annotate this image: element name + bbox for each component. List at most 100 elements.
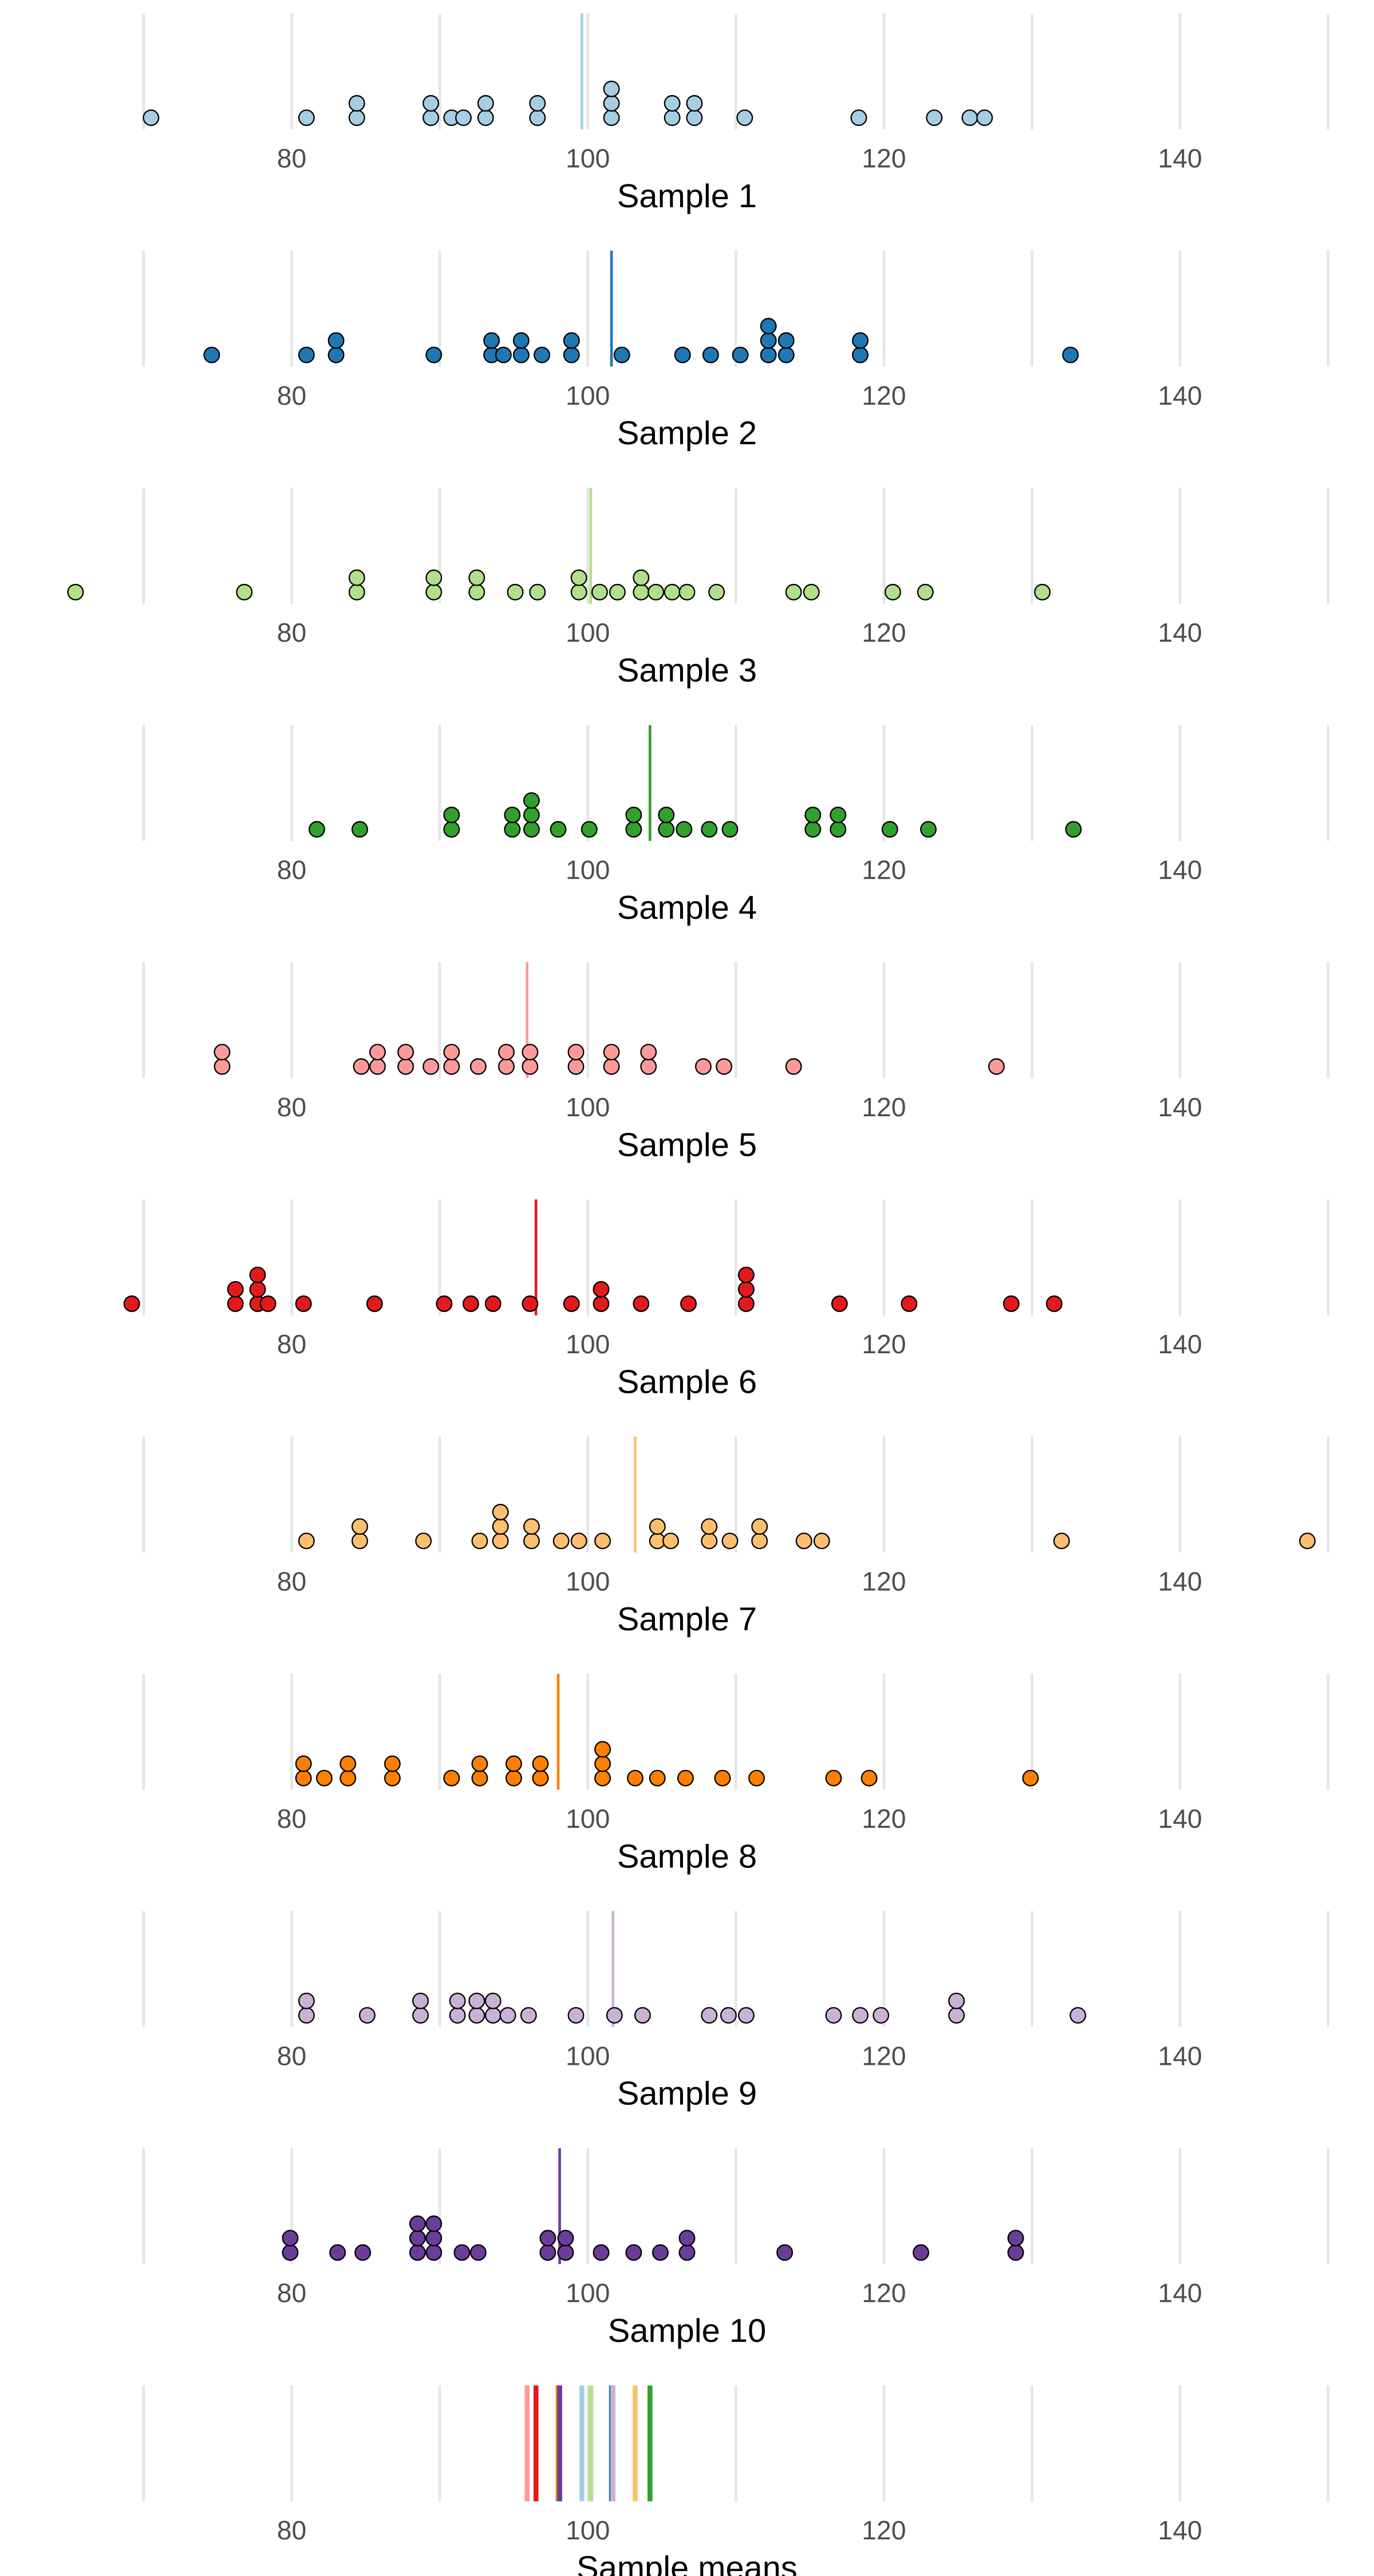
dot: [751, 1518, 768, 1535]
dot: [694, 1058, 712, 1075]
dot: [298, 1532, 315, 1550]
dot: [409, 2230, 426, 2247]
dot: [737, 1281, 755, 1298]
dot: [348, 95, 365, 112]
panel: 80 100 120 140 Sample 5: [142, 962, 1330, 1163]
dot: [354, 2244, 372, 2261]
dot: [633, 583, 650, 600]
panel: 80 100 120 140 Sample 7: [142, 1436, 1330, 1638]
x-tick-label: 140: [1158, 143, 1202, 173]
x-tick-label: 120: [862, 855, 906, 884]
dot: [1045, 1295, 1063, 1312]
dot: [594, 1769, 611, 1787]
dot: [449, 1992, 466, 2009]
dot: [484, 1992, 502, 2009]
dot: [412, 1992, 429, 2009]
dot: [593, 2244, 610, 2261]
dot: [123, 1295, 140, 1312]
x-tick-label: 100: [566, 855, 610, 884]
dot: [384, 1755, 401, 1772]
dot: [504, 807, 521, 824]
dot: [777, 346, 795, 364]
dot: [831, 1295, 848, 1312]
dot: [804, 807, 822, 824]
dot: [471, 1769, 488, 1787]
dot: [676, 821, 693, 838]
dot: [523, 1518, 540, 1535]
dot: [557, 2244, 574, 2261]
x-tick-label: 120: [862, 618, 906, 647]
dot: [720, 2007, 737, 2024]
panel: 80 100 120 140 Sample means: [142, 2385, 1330, 2576]
dot: [295, 1295, 312, 1312]
dot: [1002, 1295, 1020, 1312]
dot: [477, 109, 494, 127]
dot: [227, 1281, 244, 1298]
dot: [1065, 821, 1082, 838]
dot: [721, 821, 739, 838]
dot: [249, 1281, 266, 1298]
dot: [662, 1532, 680, 1550]
dot: [570, 569, 587, 586]
dot: [825, 1769, 842, 1787]
dot: [468, 583, 485, 600]
dot: [423, 1058, 440, 1075]
dot: [339, 1769, 357, 1787]
dot: [308, 821, 325, 838]
dot: [425, 2215, 443, 2233]
dot: [633, 569, 650, 586]
dot: [795, 1532, 812, 1550]
dot: [948, 2007, 965, 2024]
dot: [830, 821, 847, 838]
dot: [803, 583, 820, 600]
dot: [852, 2007, 869, 2024]
dot: [529, 95, 546, 112]
x-tick-label: 80: [277, 2278, 306, 2308]
panel-title: Sample 5: [617, 1127, 757, 1163]
dot: [483, 332, 500, 349]
dot: [423, 109, 440, 127]
x-tick-label: 100: [566, 618, 610, 647]
dot: [282, 2230, 299, 2247]
dot: [415, 1532, 432, 1550]
dot: [423, 95, 440, 112]
dot: [785, 1058, 802, 1075]
dot: [425, 346, 443, 364]
dot: [701, 1518, 718, 1535]
dot: [594, 1755, 611, 1772]
x-tick-label: 100: [566, 1329, 610, 1359]
dot: [830, 807, 847, 824]
dot: [563, 332, 580, 349]
dot: [425, 583, 443, 600]
panel-title: Sample 8: [617, 1838, 757, 1875]
dot: [567, 1044, 585, 1061]
dot: [462, 1295, 479, 1312]
dot: [214, 1044, 231, 1061]
dot: [647, 583, 665, 600]
dot: [539, 2244, 556, 2261]
dot: [492, 1518, 509, 1535]
dot: [351, 1532, 368, 1550]
dot: [455, 109, 472, 127]
dot: [627, 1769, 643, 1787]
dot: [702, 346, 719, 364]
dot: [701, 2007, 718, 2024]
x-tick-label: 120: [862, 1092, 906, 1122]
dot: [351, 821, 368, 838]
dot: [714, 1769, 731, 1787]
dot: [443, 807, 460, 824]
dot: [384, 1769, 401, 1787]
dot: [649, 1518, 666, 1535]
dot: [348, 583, 365, 600]
dot: [397, 1058, 414, 1075]
dot: [282, 2244, 299, 2261]
dot: [625, 821, 642, 838]
x-tick-label: 80: [277, 143, 306, 173]
dot: [570, 1532, 587, 1550]
x-tick-label: 80: [277, 618, 306, 647]
dot: [917, 583, 934, 600]
panel: 80 100 120 140 Sample 9: [142, 1911, 1330, 2112]
dot: [522, 1044, 539, 1061]
dot: [594, 1532, 611, 1550]
dot: [507, 583, 524, 600]
